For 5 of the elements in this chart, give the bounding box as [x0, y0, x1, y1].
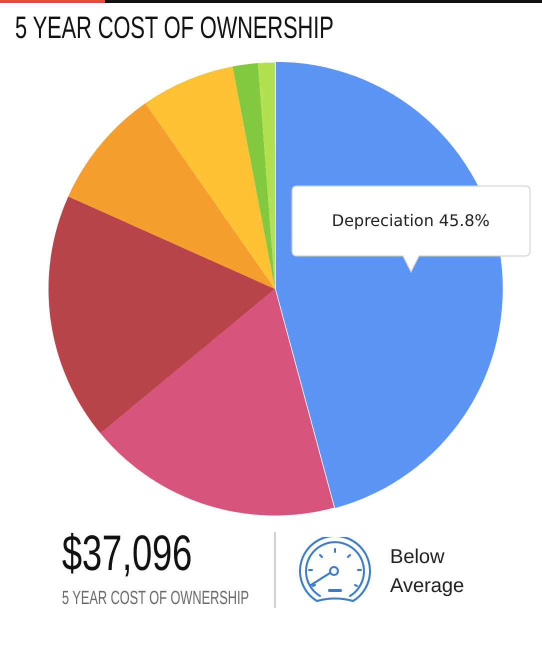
chart-title: 5 YEAR COST OF OWNERSHIP	[15, 10, 334, 45]
text: $37,096	[62, 525, 192, 581]
slice-label: Depreciation 45.8%	[332, 210, 490, 231]
text: Below Average	[390, 545, 466, 598]
text: 5 YEAR COST OF OWNERSHIP	[62, 588, 249, 609]
